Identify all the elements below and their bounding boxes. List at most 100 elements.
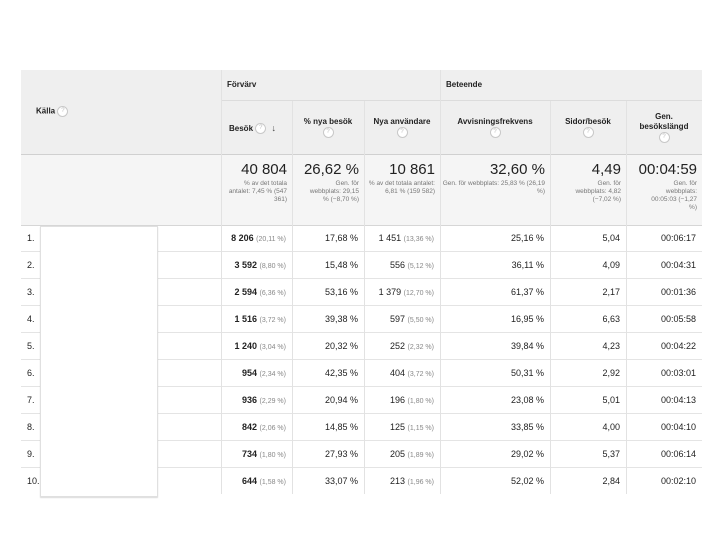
total-bounce-rate: 32,60 % Gen. för webbplats: 25,83 % (26,… xyxy=(440,161,550,196)
new-sessions-pct-value: 33,07 % xyxy=(324,476,358,486)
bounce-rate-value: 39,84 % xyxy=(510,341,544,351)
table-row[interactable]: 7. 936 (2,29 %) 20,94 % 196 (1,80 %) 23,… xyxy=(21,387,702,414)
column-divider xyxy=(364,101,365,494)
new-users-pct: (13,36 %) xyxy=(403,236,434,243)
help-icon[interactable]: ? xyxy=(255,123,267,135)
help-icon[interactable]: ? xyxy=(322,127,334,138)
sessions-pct: (2,29 %) xyxy=(259,398,286,405)
row-index: 5. xyxy=(27,341,35,351)
new-users-value: 196 xyxy=(389,395,406,405)
col-header-label: Sidor/besök xyxy=(565,117,611,126)
sessions-pct: (3,72 %) xyxy=(259,317,286,324)
sessions-value: 2 594 xyxy=(234,287,258,297)
bounce-rate-value: 33,85 % xyxy=(510,422,544,432)
new-users-pct: (5,50 %) xyxy=(407,317,434,324)
total-value: 26,62 % xyxy=(303,161,359,178)
bounce-rate-value: 61,37 % xyxy=(510,287,544,297)
totals-row: 40 804 % av det totala antalet: 7,45 % (… xyxy=(21,155,702,226)
source-column-header[interactable]: Källa ? xyxy=(21,70,221,155)
new-users-pct: (3,72 %) xyxy=(407,371,434,378)
sessions-value: 734 xyxy=(241,449,258,459)
sessions-value: 1 240 xyxy=(234,341,258,351)
help-icon[interactable]: ? xyxy=(658,132,670,143)
sessions-pct: (2,34 %) xyxy=(259,371,286,378)
new-sessions-pct-value: 39,38 % xyxy=(324,314,358,324)
table-row[interactable]: 10. 644 (1,58 %) 33,07 % 213 (1,96 %) 52… xyxy=(21,468,702,494)
row-index: 8. xyxy=(27,422,35,432)
total-value: 4,49 xyxy=(591,161,621,178)
table-row[interactable]: 1. 8 206 (20,11 %) 17,68 % 1 451 (13,36 … xyxy=(21,225,702,252)
col-header-label: Besök xyxy=(229,124,254,133)
bounce-rate-value: 50,31 % xyxy=(510,368,544,378)
row-index: 1. xyxy=(27,233,35,243)
new-users-pct: (1,89 %) xyxy=(407,452,434,459)
col-header-label: Nya användare xyxy=(373,117,431,126)
pages-per-session-value: 2,92 xyxy=(602,368,620,378)
new-users-pct: (5,12 %) xyxy=(407,263,434,270)
col-header-bounce-rate[interactable]: Avvisningsfrekvens? xyxy=(440,101,550,155)
help-icon[interactable]: ? xyxy=(489,127,501,138)
table-row[interactable]: 5. 1 240 (3,04 %) 20,32 % 252 (2,32 %) 3… xyxy=(21,333,702,360)
total-value: 00:04:59 xyxy=(638,161,697,178)
avg-duration-value: 00:03:01 xyxy=(660,368,696,378)
table-row[interactable]: 4. 1 516 (3,72 %) 39,38 % 597 (5,50 %) 1… xyxy=(21,306,702,333)
total-sub: Gen. för webbplats: 25,83 % (26,19 %) xyxy=(442,180,545,195)
help-icon[interactable]: ? xyxy=(582,127,594,138)
bounce-rate-value: 52,02 % xyxy=(510,476,544,486)
new-sessions-pct-value: 20,32 % xyxy=(324,341,358,351)
new-users-value: 404 xyxy=(389,368,406,378)
sessions-value: 3 592 xyxy=(234,260,258,270)
total-value: 32,60 % xyxy=(489,161,545,178)
column-divider xyxy=(292,101,293,494)
sessions-value: 936 xyxy=(241,395,258,405)
sessions-value: 644 xyxy=(241,476,258,486)
table-row[interactable]: 3. 2 594 (6,36 %) 53,16 % 1 379 (12,70 %… xyxy=(21,279,702,306)
new-users-value: 252 xyxy=(389,341,406,351)
row-index: 4. xyxy=(27,314,35,324)
redacted-source-names xyxy=(40,226,158,497)
table-row[interactable]: 2. 3 592 (8,80 %) 15,48 % 556 (5,12 %) 3… xyxy=(21,252,702,279)
new-users-value: 1 379 xyxy=(378,287,402,297)
col-header-new-sessions-pct[interactable]: % nya besök? xyxy=(292,101,364,155)
new-users-value: 597 xyxy=(389,314,406,324)
col-header-avg-session-duration[interactable]: Gen. besökslängd? xyxy=(626,101,702,155)
column-divider xyxy=(550,101,551,494)
sessions-pct: (1,58 %) xyxy=(259,479,286,486)
bounce-rate-value: 23,08 % xyxy=(510,395,544,405)
avg-duration-value: 00:04:31 xyxy=(660,260,696,270)
help-icon[interactable]: ? xyxy=(57,106,69,117)
pages-per-session-value: 5,37 xyxy=(602,449,620,459)
pages-per-session-value: 4,00 xyxy=(602,422,620,432)
new-users-value: 213 xyxy=(389,476,406,486)
help-icon[interactable]: ? xyxy=(396,127,408,138)
sessions-pct: (20,11 %) xyxy=(256,236,286,243)
row-index: 3. xyxy=(27,287,35,297)
table-row[interactable]: 6. 954 (2,34 %) 42,35 % 404 (3,72 %) 50,… xyxy=(21,360,702,387)
col-header-sessions[interactable]: Besök ? ↓ xyxy=(221,101,292,155)
sessions-value: 8 206 xyxy=(231,233,254,243)
sessions-pct: (8,80 %) xyxy=(259,263,286,270)
source-header-label: Källa xyxy=(36,106,56,116)
group-header-behavior: Beteende xyxy=(440,70,702,101)
pages-per-session-value: 5,04 xyxy=(602,233,620,243)
table-row[interactable]: 8. 842 (2,06 %) 14,85 % 125 (1,15 %) 33,… xyxy=(21,414,702,441)
col-header-new-users[interactable]: Nya användare? xyxy=(364,101,440,155)
new-sessions-pct-value: 15,48 % xyxy=(324,260,358,270)
new-sessions-pct-value: 17,68 % xyxy=(324,233,358,243)
new-sessions-pct-value: 27,93 % xyxy=(324,449,358,459)
row-index: 6. xyxy=(27,368,35,378)
sort-arrow-down-icon[interactable]: ↓ xyxy=(271,123,276,133)
new-users-value: 556 xyxy=(389,260,406,270)
table-row[interactable]: 9. 734 (1,80 %) 27,93 % 205 (1,89 %) 29,… xyxy=(21,441,702,468)
new-sessions-pct-value: 20,94 % xyxy=(324,395,358,405)
column-divider xyxy=(626,101,627,494)
avg-duration-value: 00:06:14 xyxy=(660,449,696,459)
analytics-report-table: Källa ? Förvärv Beteende Besök ? ↓ % nya… xyxy=(21,70,702,494)
total-pages-per-session: 4,49 Gen. för webbplats: 4,82 (−7,02 %) xyxy=(550,161,626,204)
col-header-label: % nya besök xyxy=(303,117,353,126)
col-header-pages-per-session[interactable]: Sidor/besök? xyxy=(550,101,626,155)
row-index: 10. xyxy=(27,476,40,486)
row-index: 2. xyxy=(27,260,35,270)
new-users-pct: (1,15 %) xyxy=(407,425,434,432)
pages-per-session-value: 2,84 xyxy=(602,476,620,486)
